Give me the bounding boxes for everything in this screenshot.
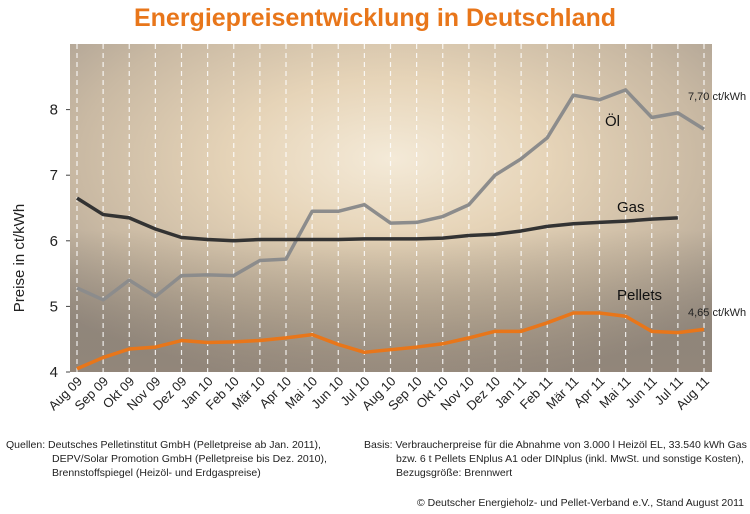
y-axis-label: Preise in ct/kWh: [11, 204, 28, 312]
end-label: 7,70 ct/kWh: [688, 91, 746, 103]
line-series: [76, 196, 678, 243]
basis-line: bzw. 6 t Pellets ENplus A1 oder DINplus …: [396, 453, 744, 465]
source-line: Brennstoffspiegel (Heizöl- und Erdgaspre…: [52, 467, 261, 479]
chart-title: Energiepreisentwicklung in Deutschland: [134, 4, 616, 32]
y-tick-label: 7: [50, 167, 58, 184]
series-label: Gas: [617, 199, 645, 216]
series-label: Öl: [605, 112, 620, 130]
copyright: © Deutscher Energieholz- und Pellet-Verb…: [416, 497, 744, 509]
line-series: [76, 311, 705, 371]
end-label: 4,65 ct/kWh: [688, 307, 746, 319]
basis: Basis: Verbraucherpreise für die Abnahme…: [364, 438, 747, 480]
y-tick-label: 8: [50, 102, 58, 119]
y-tick-label: 6: [50, 233, 58, 250]
source-line: Quellen: Deutsches Pelletinstitut GmbH (…: [6, 439, 321, 451]
source-line: DEPV/Solar Promotion GmbH (Pelletpreise …: [52, 453, 327, 465]
y-tick-label: 4: [50, 364, 58, 381]
series-label: Pellets: [617, 287, 662, 304]
basis-line: Bezugsgröße: Brennwert: [396, 467, 513, 479]
y-tick-label: 5: [50, 298, 58, 315]
sources: Quellen: Deutsches Pelletinstitut GmbH (…: [6, 438, 327, 480]
line-series: [76, 88, 705, 302]
chart: Energiepreisentwicklung in Deutschland P…: [11, 4, 746, 413]
basis-line: Basis: Verbraucherpreise für die Abnahme…: [364, 439, 747, 451]
